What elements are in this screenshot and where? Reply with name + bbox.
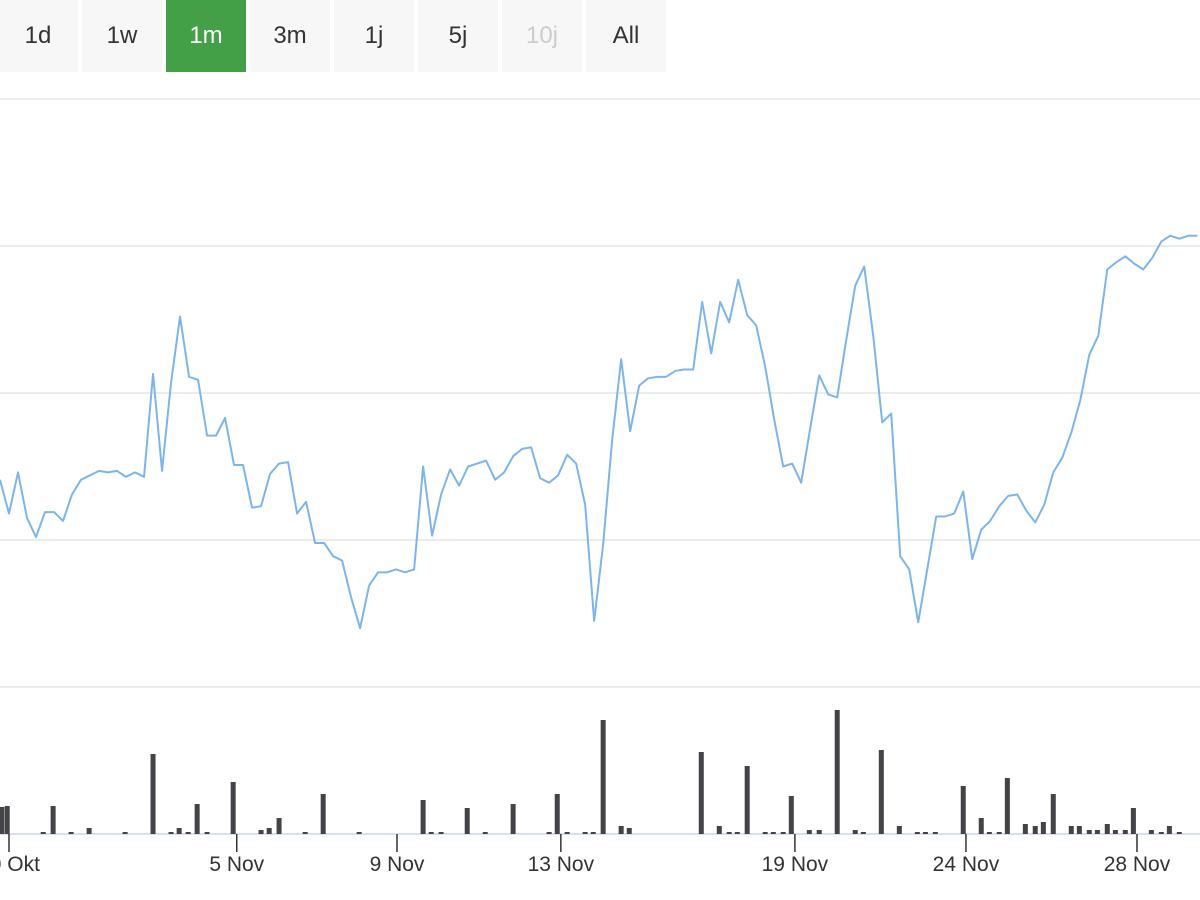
volume-bar [554,794,560,834]
x-tick-label: 24 Nov [933,853,1000,876]
volume-bar [428,832,434,834]
volume-bar [1130,808,1136,834]
x-tick-label: 30 Okt [0,853,40,876]
volume-bar [276,818,282,834]
volume-bar [1112,830,1118,834]
volume-bar [86,828,92,834]
volume-bar [834,710,840,834]
range-button: 10j [502,0,582,72]
volume-bar [744,766,750,834]
volume-bar [168,832,174,834]
volume-bar [302,832,308,834]
range-button[interactable]: 3m [250,0,330,72]
volume-bar [726,832,732,834]
volume-bar [922,832,928,834]
range-button[interactable]: 1d [0,0,78,72]
volume-bar [482,832,488,834]
volume-bar [1122,830,1128,834]
range-button[interactable]: All [586,0,666,72]
range-button[interactable]: 1w [82,0,162,72]
x-tick-label: 19 Nov [762,853,829,876]
volume-bar [914,832,920,834]
volume-bar [1166,826,1172,834]
volume-bar [1076,826,1082,834]
volume-bar [176,828,182,834]
volume-bar [932,832,938,834]
volume-bar [1148,830,1154,834]
volume-bar [770,832,776,834]
volume-bar [122,832,128,834]
volume-bar [762,832,768,834]
volume-bar [356,832,362,834]
volume-bar [852,830,858,834]
volume-bar [788,796,794,834]
volume-bar [1086,830,1092,834]
volume-bar [546,832,552,834]
volume-bar [816,830,822,834]
volume-bar [978,818,984,834]
volume-bar [600,720,606,834]
volume-bar [258,830,264,834]
volume-bar [1094,830,1100,834]
volume-bar [896,826,902,834]
volume-bar [438,832,444,834]
volume-bar [878,750,884,834]
volume-bar [1004,778,1010,834]
volume-bar [204,832,210,834]
volume-bar [1068,826,1074,834]
volume-bar [68,832,74,834]
volume-bar [626,828,632,834]
volume-bar [194,804,200,834]
volume-bar [564,832,570,834]
volume-bar [230,782,236,834]
range-button[interactable]: 1j [334,0,414,72]
volume-bar [860,832,866,834]
volume-bar [806,830,812,834]
volume-bar [996,832,1002,834]
volume-bar [320,794,326,834]
volume-bar [185,832,191,834]
volume-bar [50,806,56,834]
volume-bar [698,752,704,834]
range-button[interactable]: 1m [166,0,246,72]
range-button[interactable]: 5j [418,0,498,72]
volume-bar [716,826,722,834]
volume-bar [780,832,786,834]
volume-bar [4,806,10,834]
volume-bar [150,754,156,834]
volume-bar [1104,824,1110,834]
x-tick-label: 13 Nov [528,853,595,876]
volume-bar [510,804,516,834]
volume-bar [582,832,588,834]
volume-bar [1040,822,1046,834]
volume-bar [1158,832,1164,834]
volume-bar [1022,824,1028,834]
volume-bar [1050,794,1056,834]
x-tick-label: 5 Nov [209,853,264,876]
x-tick-label: 9 Nov [370,853,425,876]
x-tick-label: 28 Nov [1104,853,1171,876]
volume-bar [464,808,470,834]
volume-bar [1032,826,1038,834]
volume-bar [0,807,5,834]
price-line [0,234,1198,630]
volume-bar [266,828,272,834]
volume-bar [986,832,992,834]
volume-bar [40,832,46,834]
volume-bar [590,832,596,834]
volume-bar [420,800,426,834]
volume-bar [618,826,624,834]
volume-bar [734,832,740,834]
volume-bar [1176,832,1182,834]
volume-bar [960,786,966,834]
